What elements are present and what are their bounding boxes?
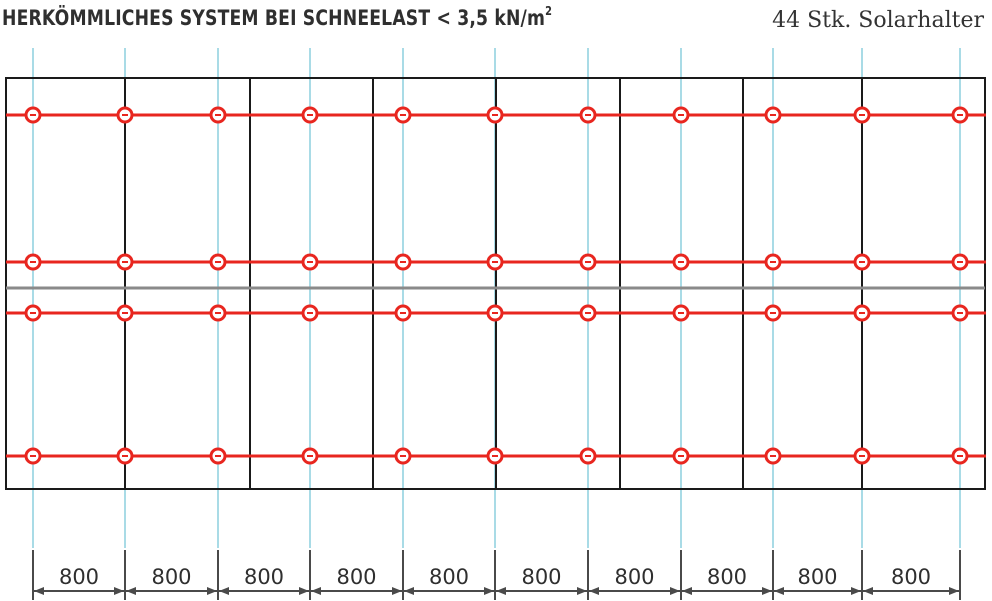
solar-holder-clamp-icon xyxy=(486,106,504,124)
diagram-title: HERKÖMMLICHES SYSTEM BEI SCHNEELAST < 3,… xyxy=(2,4,553,30)
arrow-left-icon xyxy=(774,587,784,595)
arrow-right-icon xyxy=(577,587,587,595)
solar-holder-clamp-icon xyxy=(209,447,227,465)
dimension-label: 800 xyxy=(891,565,931,589)
dimension-label: 800 xyxy=(244,565,284,589)
dimension-label: 800 xyxy=(614,565,654,589)
solar-holder-clamp-icon xyxy=(301,253,319,271)
solar-holder-clamp-icon xyxy=(951,447,969,465)
arrow-right-icon xyxy=(484,587,494,595)
solar-holder-clamp-icon xyxy=(486,253,504,271)
solar-holder-clamp-icon xyxy=(394,106,412,124)
arrow-right-icon xyxy=(670,587,680,595)
solar-holder-clamp-icon xyxy=(672,447,690,465)
arrow-right-icon xyxy=(392,587,402,595)
solar-holder-clamp-icon xyxy=(951,304,969,322)
solar-holder-clamp-icon xyxy=(394,304,412,322)
solar-panel xyxy=(372,287,497,490)
solar-holder-clamp-icon xyxy=(301,304,319,322)
arrow-left-icon xyxy=(863,587,873,595)
solar-holder-clamp-icon xyxy=(209,106,227,124)
arrow-right-icon xyxy=(762,587,772,595)
solar-holder-clamp-icon xyxy=(672,106,690,124)
solar-panel xyxy=(495,77,621,289)
solar-holder-clamp-icon xyxy=(116,253,134,271)
arrow-right-icon xyxy=(114,587,124,595)
solar-holder-clamp-icon xyxy=(951,106,969,124)
dimension-label: 800 xyxy=(59,565,99,589)
solar-holder-clamp-icon xyxy=(764,304,782,322)
solar-holder-clamp-icon xyxy=(394,253,412,271)
solar-holder-clamp-icon xyxy=(116,304,134,322)
solar-holder-clamp-icon xyxy=(116,447,134,465)
arrow-left-icon xyxy=(311,587,321,595)
solar-holder-clamp-icon xyxy=(764,447,782,465)
solar-holder-clamp-icon xyxy=(24,106,42,124)
arrow-left-icon xyxy=(589,587,599,595)
solar-holder-clamp-icon xyxy=(486,304,504,322)
solar-holder-clamp-icon xyxy=(209,304,227,322)
solar-holder-clamp-icon xyxy=(672,304,690,322)
solar-panel xyxy=(742,77,863,289)
arrow-right-icon xyxy=(949,587,959,595)
solar-panel xyxy=(5,287,126,490)
rafter-lines xyxy=(32,48,961,548)
arrow-left-icon xyxy=(219,587,229,595)
solar-holder-clamp-icon xyxy=(24,304,42,322)
dimension-label: 800 xyxy=(797,565,837,589)
solar-panel xyxy=(742,287,863,490)
solar-holder-clamp-icon xyxy=(672,253,690,271)
solar-holder-clamp-icon xyxy=(764,253,782,271)
solar-holder-clamp-icon xyxy=(301,106,319,124)
dimension-label: 800 xyxy=(521,565,561,589)
solar-holder-clamp-icon xyxy=(853,304,871,322)
solar-holder-clamp-icon xyxy=(394,447,412,465)
solar-holder-clamp-icon xyxy=(301,447,319,465)
solar-panel xyxy=(861,77,986,289)
dimension-label: 800 xyxy=(429,565,469,589)
solar-holder-clamp-icon xyxy=(579,106,597,124)
dimension-label: 800 xyxy=(707,565,747,589)
dimension-label: 800 xyxy=(151,565,191,589)
dimension-label: 800 xyxy=(336,565,376,589)
solar-panel xyxy=(124,287,251,490)
holder-count-label: 44 Stk. Solarhalter xyxy=(772,8,984,33)
solar-holder-clamp-icon xyxy=(853,106,871,124)
solar-holder-clamp-icon xyxy=(764,106,782,124)
solar-panel xyxy=(124,77,251,289)
solar-holders xyxy=(24,106,969,465)
dimension-chain: 800 800 800 800 800 800 800 800 800 800 xyxy=(32,550,961,600)
solar-holder-clamp-icon xyxy=(853,447,871,465)
arrow-right-icon xyxy=(299,587,309,595)
diagram-title-text: HERKÖMMLICHES SYSTEM BEI SCHNEELAST < 3,… xyxy=(2,6,546,30)
solar-holder-clamp-icon xyxy=(116,106,134,124)
arrow-left-icon xyxy=(404,587,414,595)
arrow-left-icon xyxy=(682,587,692,595)
solar-holder-clamp-icon xyxy=(209,253,227,271)
arrow-left-icon xyxy=(126,587,136,595)
arrow-right-icon xyxy=(207,587,217,595)
solar-holder-clamp-icon xyxy=(579,447,597,465)
solar-panel xyxy=(495,287,621,490)
solar-holder-clamp-icon xyxy=(951,253,969,271)
arrow-left-icon xyxy=(34,587,44,595)
solar-holder-clamp-icon xyxy=(486,447,504,465)
solar-holder-clamp-icon xyxy=(24,447,42,465)
solar-panel xyxy=(5,77,126,289)
solar-holder-clamp-icon xyxy=(579,304,597,322)
arrow-right-icon xyxy=(851,587,861,595)
arrow-left-icon xyxy=(496,587,506,595)
solar-panel-grid xyxy=(5,77,986,490)
diagram-title-superscript: 2 xyxy=(545,4,553,18)
solar-holder-clamp-icon xyxy=(579,253,597,271)
solar-holder-clamp-icon xyxy=(24,253,42,271)
solar-panel xyxy=(372,77,497,289)
solar-holder-clamp-icon xyxy=(853,253,871,271)
